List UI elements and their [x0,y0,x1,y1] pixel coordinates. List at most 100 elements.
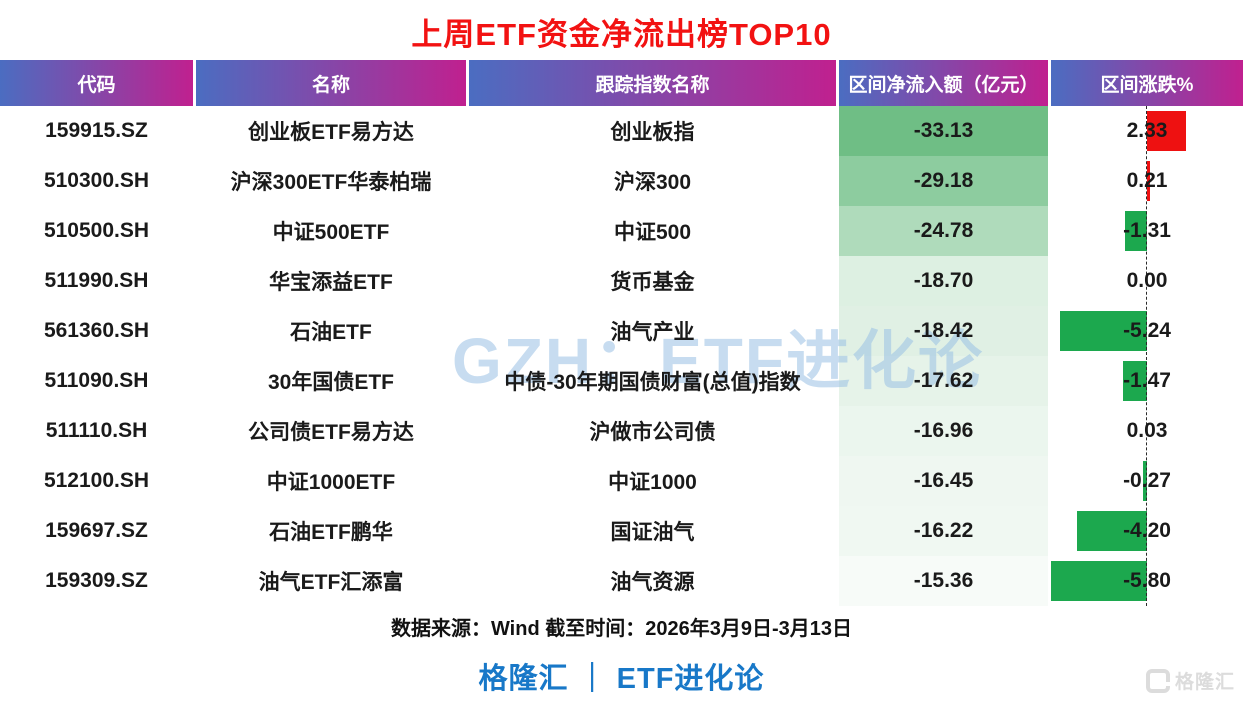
cell-code: 510300.SH [0,156,193,206]
cell-code: 511990.SH [0,256,193,306]
cell-change: -1.31 [1051,206,1243,256]
name-value: 30年国债ETF [267,371,395,394]
cell-name: 油气ETF汇添富 [196,556,466,606]
cell-flow: -16.96 [839,406,1048,456]
zero-axis-line [1146,106,1147,606]
name-value: 石油ETF鹏华 [269,521,393,544]
cell-index: 中证500 [469,206,836,256]
change-bar [1060,311,1147,351]
cell-change: -0.27 [1051,456,1243,506]
change-bar [1142,461,1147,501]
name-value: 公司债ETF易方达 [248,421,414,444]
change-value: 0.03 [1126,419,1168,442]
change-value: -0.27 [1123,469,1171,492]
change-value: -4.20 [1123,519,1171,542]
flow-value: -33.13 [913,119,974,142]
change-value: 0.21 [1126,169,1168,192]
cell-code: 512100.SH [0,456,193,506]
column-header-label: 名称 [311,74,350,96]
cell-index: 油气资源 [469,556,836,606]
cell-index: 中债-30年期国债财富(总值)指数 [469,356,836,406]
cell-flow: -15.36 [839,556,1048,606]
cell-name: 石油ETF [196,306,466,356]
cell-code: 511110.SH [0,406,193,456]
change-bar [1147,161,1151,201]
cell-index: 中证1000 [469,456,836,506]
flow-value: -29.18 [913,169,974,192]
name-value: 沪深300ETF华泰柏瑞 [230,171,432,194]
flow-value: -16.45 [913,469,974,492]
column-header-netflow: 区间净流入额（亿元） [839,60,1048,106]
index-value: 国证油气 [610,521,695,544]
change-value: -5.80 [1123,569,1171,592]
data-source-line: 数据来源：Wind 截至时间：2026年3月9日-3月13日 [390,618,852,640]
cell-change: -5.80 [1051,556,1243,606]
cell-code: 159309.SZ [0,556,193,606]
index-value: 货币基金 [610,271,695,294]
flow-value: -18.42 [913,319,974,342]
cell-index: 油气产业 [469,306,836,356]
cell-index: 创业板指 [469,106,836,156]
cell-code: 510500.SH [0,206,193,256]
cell-code: 159697.SZ [0,506,193,556]
column-header-name: 名称 [196,60,466,106]
cell-name: 中证500ETF [196,206,466,256]
column-header-change: 区间涨跌% [1051,60,1243,106]
code-value: 512100.SH [43,469,150,492]
page-title: 上周ETF资金净流出榜TOP10 [411,17,832,52]
flow-value: -16.22 [913,519,974,542]
code-value: 561360.SH [43,319,150,342]
change-value: -1.47 [1123,369,1171,392]
cell-name: 公司债ETF易方达 [196,406,466,456]
cell-flow: -24.78 [839,206,1048,256]
cell-name: 沪深300ETF华泰柏瑞 [196,156,466,206]
flow-value: -16.96 [913,419,974,442]
cell-flow: -29.18 [839,156,1048,206]
name-value: 华宝添益ETF [269,271,393,294]
cell-index: 沪深300 [469,156,836,206]
cell-index: 沪做市公司债 [469,406,836,456]
cell-name: 石油ETF鹏华 [196,506,466,556]
cell-flow: -18.42 [839,306,1048,356]
code-value: 511090.SH [44,369,149,392]
code-value: 159915.SZ [45,119,148,142]
flow-value: -15.36 [913,569,974,592]
cell-change: 0.21 [1051,156,1243,206]
index-value: 中证500 [613,221,692,244]
index-value: 油气资源 [610,571,695,594]
flow-value: -24.78 [913,219,974,242]
cell-change: -5.24 [1051,306,1243,356]
cell-name: 30年国债ETF [196,356,466,406]
cell-name: 华宝添益ETF [196,256,466,306]
cell-code: 561360.SH [0,306,193,356]
index-value: 中证1000 [608,471,697,494]
column-header-index: 跟踪指数名称 [469,60,836,106]
gelonghui-logo-icon [1145,668,1170,693]
brand-line: 格隆汇 ｜ ETF进化论 [478,663,765,695]
change-bar [1147,111,1186,151]
cell-change: 0.03 [1051,406,1243,456]
code-value: 511990.SH [44,269,149,292]
index-value: 沪做市公司债 [589,421,716,444]
change-value: -1.31 [1123,219,1171,242]
column-header-label: 代码 [77,74,116,96]
cell-code: 159915.SZ [0,106,193,156]
index-value: 创业板指 [610,121,695,144]
index-value: 中债-30年期国债财富(总值)指数 [504,371,801,394]
change-value: 2.33 [1126,119,1168,142]
cell-code: 511090.SH [0,356,193,406]
gelonghui-logo: 格隆汇 [1145,667,1235,694]
code-value: 510300.SH [43,169,150,192]
name-value: 中证500ETF [272,221,390,244]
cell-flow: -16.22 [839,506,1048,556]
cell-flow: -17.62 [839,356,1048,406]
flow-value: -18.70 [913,269,974,292]
cell-index: 国证油气 [469,506,836,556]
name-value: 中证1000ETF [266,471,396,494]
change-bar [1077,511,1147,551]
change-bar [1122,361,1147,401]
etf-table-wrap: 代码 名称 跟踪指数名称 区间净流入额（亿元） 区间涨跌% 159915.SZ … [0,60,1243,606]
column-header-label: 区间涨跌% [1100,74,1194,96]
name-value: 油气ETF汇添富 [258,571,404,594]
